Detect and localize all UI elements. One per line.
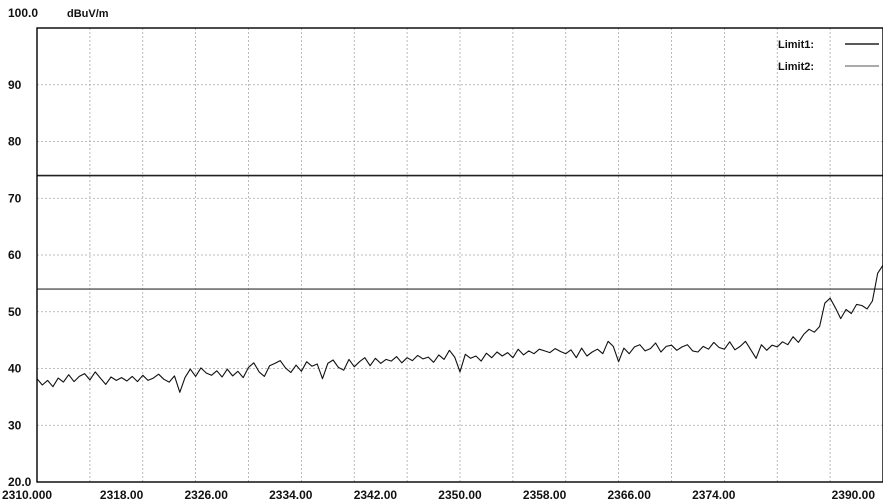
x-tick-label: 2358.00	[523, 488, 567, 502]
grid	[37, 28, 883, 482]
y-tick-label: 60	[8, 248, 22, 262]
x-tick-label: 2310.000	[2, 488, 52, 502]
y-tick-label: 100.0	[8, 6, 38, 20]
x-tick-label: 2390.00	[832, 488, 876, 502]
y-tick-label: 50	[8, 305, 22, 319]
series-group	[36, 264, 883, 393]
y-tick-label: 40	[8, 362, 22, 376]
legend-label-limit1: Limit1:	[778, 39, 814, 51]
plot-frame	[36, 27, 883, 483]
y-tick-label: 20.0	[8, 475, 32, 489]
x-axis-ticks: 2310.000 2318.00 2326.00 2334.00 2342.00 2350…	[2, 488, 875, 502]
x-tick-label: 2326.00	[185, 488, 229, 502]
y-axis-ticks: 100.0 90 80 70 60 50 40 30 20.0	[8, 6, 38, 489]
x-tick-label: 2366.00	[608, 488, 652, 502]
series-line-1	[36, 264, 883, 393]
x-tick-label: 2342.00	[354, 488, 398, 502]
legend-label-limit2: Limit2:	[778, 61, 814, 73]
x-tick-label: 2334.00	[269, 488, 313, 502]
y-tick-label: 30	[8, 418, 22, 432]
limit-lines	[37, 174, 883, 290]
y-tick-label: 70	[8, 191, 22, 205]
y-tick-label: 80	[8, 135, 22, 149]
y-tick-label: 90	[8, 78, 22, 92]
x-tick-label: 2350.00	[438, 488, 482, 502]
x-tick-label: 2374.00	[692, 488, 736, 502]
y-axis-unit-label: dBuV/m	[67, 8, 109, 20]
x-tick-label: 2318.00	[100, 488, 144, 502]
legend: Limit1: Limit2:	[778, 39, 879, 73]
